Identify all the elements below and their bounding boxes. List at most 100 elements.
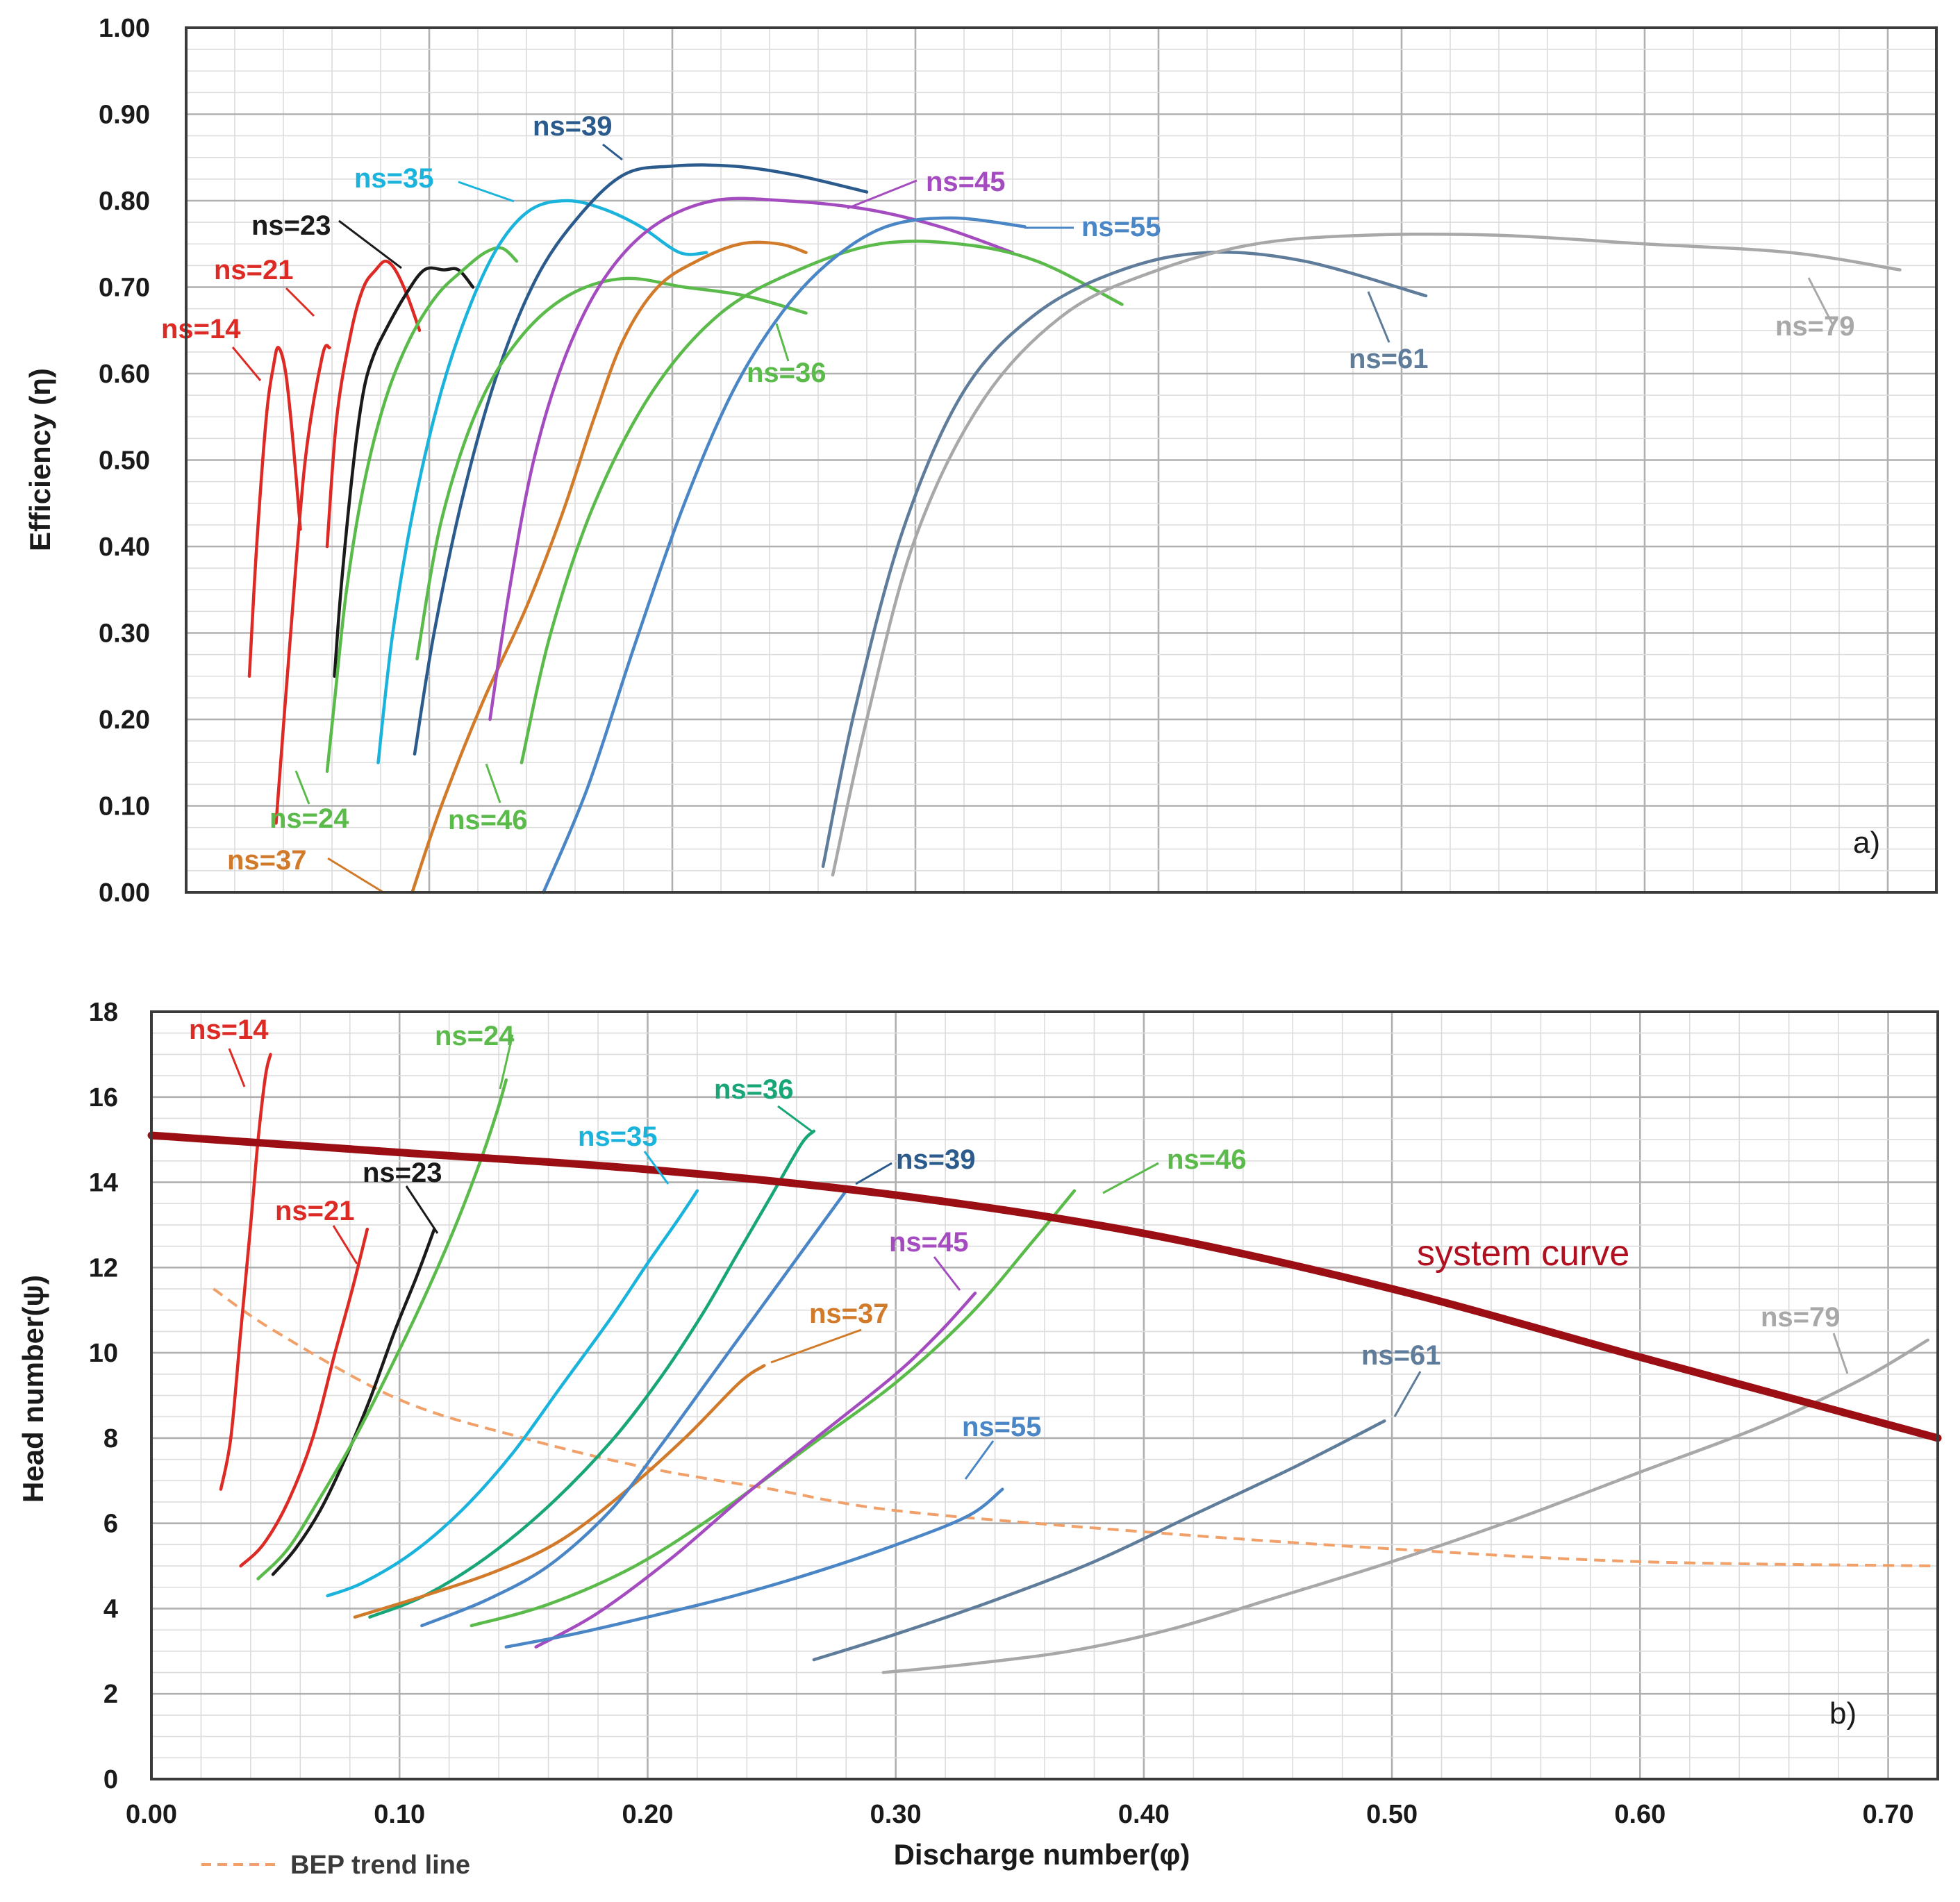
head-plot-frame: [150, 1010, 1939, 1780]
efficiency-curve: [415, 276, 808, 661]
efficiency-y-tick-label: 0.70: [99, 274, 150, 303]
head-annotation-label: ns=39: [896, 1144, 976, 1175]
head-y-tick-label: 4: [103, 1594, 118, 1624]
head-y-tick-label: 14: [89, 1169, 118, 1198]
legend: BEP trend line: [201, 1851, 470, 1880]
efficiency-curve: [376, 199, 708, 765]
efficiency-y-tick-label: 1.00: [99, 14, 150, 43]
efficiency-curve: [247, 346, 302, 678]
system-curve-path: [147, 1131, 1942, 1442]
head-annotation-leader: [332, 1225, 358, 1265]
efficiency-y-tick-label: 0.40: [99, 533, 150, 562]
head-annotation-leader: [405, 1185, 439, 1234]
head-annotation-label: ns=45: [889, 1227, 969, 1258]
head-y-tick-label: 6: [103, 1510, 118, 1539]
efficiency-curve: [410, 240, 808, 894]
efficiency-annotation-label: ns=14: [161, 314, 241, 344]
head-annotation-label: ns=36: [714, 1074, 794, 1105]
bep-trend-line: [213, 1287, 1938, 1568]
head-y-tick-label: 0: [103, 1765, 118, 1794]
efficiency-annotation-leader: [1807, 277, 1835, 327]
head-x-ticks: 0.00 0.10 0.20 0.30 0.40 0.50 0.60 0.70: [126, 1800, 1914, 1829]
head-curve: [534, 1291, 977, 1649]
head-curve: [271, 1227, 436, 1576]
x-tick-label: 0.60: [1614, 1800, 1666, 1829]
head-annotation-leader: [770, 1328, 862, 1364]
head-annotation-label: ns=61: [1361, 1340, 1441, 1371]
efficiency-curve: [831, 232, 1902, 877]
efficiency-annotation-leader: [231, 347, 262, 381]
efficiency-y-tick-label: 0.50: [99, 447, 150, 476]
head-annotation-leader: [1102, 1162, 1159, 1194]
efficiency-y-tick-label: 0.00: [99, 878, 150, 908]
efficiency-annotation-label: ns=39: [533, 111, 613, 142]
head-annotation-label: ns=21: [275, 1196, 355, 1226]
efficiency-annotation-label: ns=35: [354, 163, 434, 194]
efficiency-curve: [520, 240, 1124, 765]
efficiency-y-tick-label: 0.60: [99, 360, 150, 389]
head-y-ticks: 0 2 4 6 8 10 12 14 16 18: [89, 998, 118, 1794]
efficiency-series: [247, 163, 1902, 894]
efficiency-y-axis-title: Efficiency (η): [24, 368, 56, 551]
head-curve: [420, 1189, 848, 1628]
efficiency-annotation-leader: [1367, 291, 1390, 343]
efficiency-annotation-label: ns=61: [1349, 344, 1429, 374]
head-annotation-leader: [964, 1440, 995, 1480]
head-curve: [812, 1419, 1386, 1662]
efficiency-chart: 0.00 0.10 0.20 0.30 0.40 0.50 0.60 0.70 0.80 0.90…: [24, 14, 1938, 908]
head-curve: [368, 1129, 816, 1619]
head-curve: [470, 1189, 1077, 1628]
x-tick-label: 0.00: [126, 1800, 177, 1829]
efficiency-annotation-leader: [602, 143, 623, 161]
efficiency-annotation-leader: [327, 857, 384, 894]
head-chart: 0 2 4 6 8 10 12 14 16 18 0.00 0.10 0.20 0.30 0.40 0.50…: [17, 998, 1942, 1880]
head-y-tick-label: 2: [103, 1680, 118, 1709]
efficiency-annotation-label: ns=46: [448, 805, 528, 835]
bep-trend-path: [213, 1287, 1938, 1568]
x-tick-label: 0.30: [870, 1800, 922, 1829]
head-annotation-label: ns=37: [809, 1299, 889, 1329]
efficiency-annotation-label: ns=79: [1775, 311, 1855, 342]
head-annotation-label: ns=55: [962, 1412, 1042, 1442]
efficiency-plot-frame: [185, 26, 1938, 894]
head-y-axis-title: Head number(ψ): [17, 1275, 49, 1503]
efficiency-annotation-leader: [847, 179, 917, 210]
efficiency-annotation-label: ns=55: [1081, 212, 1161, 242]
efficiency-y-tick-label: 0.90: [99, 101, 150, 130]
system-curve-label: system curve: [1417, 1233, 1629, 1274]
head-curve: [219, 1053, 272, 1491]
head-y-tick-label: 16: [89, 1083, 118, 1112]
efficiency-curve: [333, 266, 475, 678]
efficiency-annotation-label: ns=36: [747, 358, 827, 388]
efficiency-curve: [274, 344, 331, 825]
legend-bep-label: BEP trend line: [290, 1851, 470, 1880]
x-axis-title: Discharge number(φ): [894, 1838, 1190, 1871]
head-annotation-leader: [643, 1151, 670, 1185]
head-series: [219, 1053, 1929, 1674]
efficiency-curve: [488, 197, 1015, 721]
x-tick-label: 0.20: [622, 1800, 673, 1829]
panel-a-label: a): [1853, 826, 1880, 860]
head-curve: [881, 1338, 1929, 1674]
head-y-tick-label: 12: [89, 1253, 118, 1283]
head-annotation-label: ns=35: [578, 1121, 658, 1152]
head-y-tick-label: 10: [89, 1339, 118, 1368]
head-annotations: ns=14 ns=24 ns=36 ns=35 ns=23 ns=39 ns=46 ns=21…: [189, 1015, 1849, 1480]
efficiency-annotation-label: ns=24: [269, 803, 349, 834]
head-curve: [326, 1189, 699, 1598]
head-annotation-leader: [933, 1256, 961, 1291]
efficiency-y-ticks: 0.00 0.10 0.20 0.30 0.40 0.50 0.60 0.70 0.80 0.90…: [99, 14, 150, 908]
efficiency-annotation-label: ns=45: [926, 167, 1006, 197]
efficiency-y-tick-label: 0.30: [99, 619, 150, 649]
head-y-tick-label: 18: [89, 998, 118, 1027]
efficiency-grid: [185, 26, 1937, 894]
x-tick-label: 0.10: [374, 1800, 425, 1829]
x-tick-label: 0.40: [1118, 1800, 1170, 1829]
efficiency-annotation-leader: [485, 763, 501, 803]
head-annotation-label: ns=14: [189, 1015, 269, 1045]
efficiency-annotation-leader: [294, 770, 310, 805]
efficiency-curve: [542, 216, 1027, 894]
efficiency-curve: [325, 259, 422, 549]
head-y-tick-label: 8: [103, 1424, 118, 1453]
